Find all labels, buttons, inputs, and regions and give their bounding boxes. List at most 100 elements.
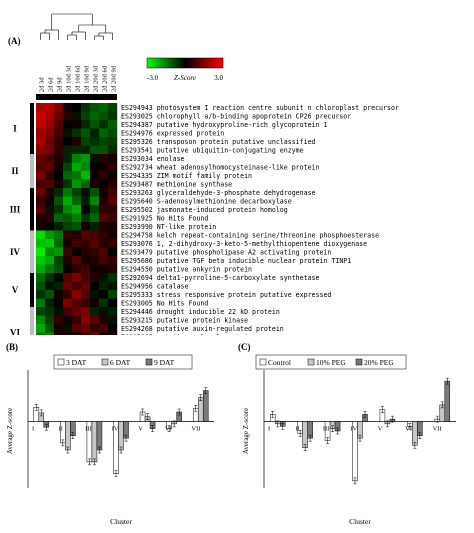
c-error-bar xyxy=(435,415,439,423)
b-category-label: IV xyxy=(112,426,119,433)
c-bar xyxy=(444,380,451,422)
heatmap-cell xyxy=(81,137,91,146)
heatmap-cell xyxy=(108,128,118,138)
c-legend-label: Control xyxy=(268,358,291,367)
row-label: ES295686 putative TGF beta inducible nuc… xyxy=(121,257,351,265)
heatmap-cell xyxy=(72,213,82,223)
heatmap-cell xyxy=(36,222,46,231)
heatmap-cell xyxy=(108,256,118,265)
heatmap-cell xyxy=(90,290,100,299)
heatmap-cell xyxy=(63,315,73,325)
c-error-bar xyxy=(276,420,280,428)
heatmap-cell xyxy=(72,230,82,240)
heatmap-cell xyxy=(81,264,91,274)
row-label: ES293541 putative ubiquitin-conjugating … xyxy=(121,147,304,155)
cluster-bar xyxy=(30,307,34,335)
heatmap-cell xyxy=(45,298,55,308)
cluster-label: IV xyxy=(10,247,21,257)
c-category-label: II xyxy=(295,426,299,433)
heatmap-cell xyxy=(108,137,118,146)
heatmap-cell xyxy=(90,111,100,121)
heatmap-cell xyxy=(54,196,64,206)
heatmap-cell xyxy=(72,290,82,299)
heatmap-cell xyxy=(54,128,64,138)
c-error-bar xyxy=(353,477,357,485)
heatmap-cell xyxy=(45,179,55,189)
heatmap-cell xyxy=(36,298,46,308)
heatmap-cell xyxy=(99,145,109,155)
b-error-bar xyxy=(92,458,96,466)
heatmap-cell xyxy=(108,332,118,335)
heatmap-cell xyxy=(45,120,55,129)
c-bar xyxy=(412,421,418,446)
heatmap-cell xyxy=(99,281,109,291)
b-error-bar xyxy=(44,423,48,431)
heatmap-cell xyxy=(54,307,64,316)
heatmap-cell xyxy=(54,179,64,189)
row-label: ES295295 putative pol polyprotein xyxy=(121,334,252,336)
heatmap-cell xyxy=(45,128,55,138)
heatmap-cell xyxy=(45,162,55,172)
heatmap-cell xyxy=(108,290,118,299)
b-bar xyxy=(118,421,124,451)
heatmap-cell xyxy=(72,120,82,129)
heatmap-cell xyxy=(45,315,55,325)
heatmap-cell xyxy=(63,196,73,206)
c-error-bar xyxy=(380,406,384,413)
b-bar xyxy=(91,421,98,463)
heatmap-cell xyxy=(108,222,118,231)
heatmap-cell xyxy=(90,171,100,180)
column-label: 2d 3d xyxy=(39,77,46,92)
colorbar xyxy=(146,57,224,69)
heatmap-cell xyxy=(54,247,64,257)
heatmap-cell xyxy=(90,205,100,214)
panel-b: (B) 3 DAT 6 DAT 9 DAT Average Z-score Cluste… xyxy=(0,338,236,533)
c-error-bar xyxy=(298,430,302,437)
heatmap-cell xyxy=(99,137,109,146)
c-error-bar xyxy=(408,423,412,430)
heatmap-cell xyxy=(45,324,55,333)
heatmap-cell xyxy=(108,273,118,282)
heatmap-cell xyxy=(45,264,55,274)
c-category-label: VII xyxy=(433,426,442,433)
heatmap-cell xyxy=(54,298,64,308)
heatmap-cell xyxy=(99,188,109,197)
row-label: ES294335 ZIM motif family protein xyxy=(121,172,252,180)
heatmap-cell xyxy=(99,196,109,206)
panel-a: (A) -3.0 Z-Score 3.0 2d 3d 2d 6d 2d 9d 2d 10d … xyxy=(8,13,399,336)
heatmap-cell xyxy=(90,137,100,146)
heatmap-cell xyxy=(63,247,73,257)
heatmap-cell xyxy=(36,332,46,335)
heatmap-cell xyxy=(63,188,73,197)
heatmap-cell xyxy=(81,239,91,248)
heatmap-cell xyxy=(99,324,109,333)
row-label: ES293034 enolase xyxy=(121,155,185,163)
c-bar xyxy=(302,421,308,448)
heatmap-cell xyxy=(63,213,73,223)
bar-chart-c: Control 10% PEG 20% PEG Average Z-score Clus… xyxy=(242,354,456,526)
cluster-bar xyxy=(30,273,34,307)
heatmap-cell xyxy=(99,111,109,121)
column-label: 2d 20d 6d xyxy=(102,65,109,92)
heatmap-cell xyxy=(99,154,109,163)
heatmap-cell xyxy=(72,324,82,333)
heatmap-cell xyxy=(45,196,55,206)
heatmap-cell xyxy=(63,171,73,180)
b-bar xyxy=(65,421,71,451)
heatmap-cell xyxy=(72,298,82,308)
c-x-label: Cluster xyxy=(349,517,371,526)
b-error-bar xyxy=(146,413,150,420)
b-error-bar xyxy=(167,425,171,432)
heatmap-cell xyxy=(81,332,91,335)
heatmap-cell xyxy=(54,230,64,240)
heatmap-cell xyxy=(36,162,46,172)
heatmap-cell xyxy=(36,171,46,180)
heatmap-cell xyxy=(36,179,46,189)
heatmap-cell xyxy=(72,239,82,248)
heatmap-cell xyxy=(45,188,55,197)
c-category-label: I xyxy=(268,426,270,433)
heatmap-cell xyxy=(63,264,73,274)
b-error-bar xyxy=(141,408,145,416)
heatmap-cell xyxy=(54,162,64,172)
heatmap-cell xyxy=(63,120,73,129)
